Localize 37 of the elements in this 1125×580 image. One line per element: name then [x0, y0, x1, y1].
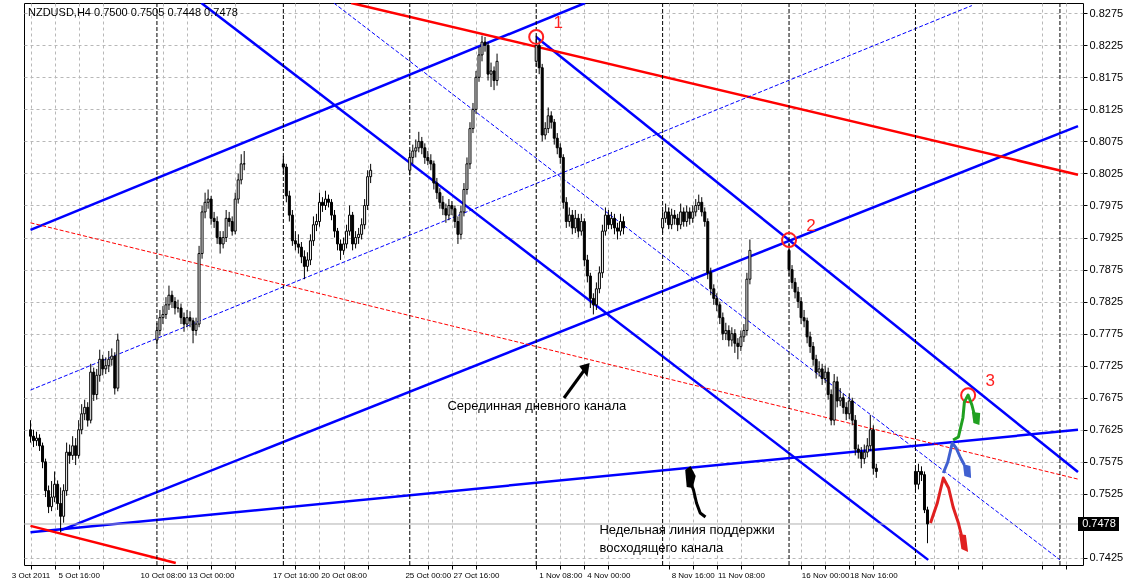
- x-tick-label: 27 Oct 16:00: [453, 570, 500, 580]
- x-tick-label: 13 Oct 00:00: [188, 570, 236, 580]
- y-tick-label: 0.7725: [1089, 359, 1124, 372]
- y-tick-label: 0.7825: [1089, 295, 1124, 308]
- y-tick-label: 0.7975: [1089, 199, 1124, 211]
- y-tick-label: 0.7675: [1089, 391, 1124, 404]
- y-tick-label: 0.7925: [1089, 231, 1124, 244]
- x-tick-label: 8 Nov 16:00: [671, 570, 716, 580]
- y-tick-label: 0.7875: [1089, 263, 1124, 276]
- x-tick-label: 25 Oct 00:00: [405, 570, 452, 580]
- y-tick-label: 0.8175: [1089, 70, 1124, 83]
- y-tick-label: 0.8125: [1089, 102, 1124, 115]
- annotation: Серединная дневного канала: [447, 397, 627, 415]
- x-tick-label: 3 Oct 2011: [11, 570, 51, 580]
- x-tick-label: 16 Nov 00:00: [801, 570, 850, 580]
- x-tick-label: 17 Oct 16:00: [272, 570, 320, 580]
- y-tick-label: 0.7575: [1089, 455, 1124, 468]
- y-tick-label: 0.8075: [1089, 134, 1124, 147]
- annotation: 2: [806, 216, 816, 236]
- ref-line-label: 0.7478: [1082, 516, 1116, 529]
- x-tick-label: 1 Nov 08:00: [539, 570, 583, 580]
- x-tick-label: 20 Oct 08:00: [321, 570, 368, 580]
- annotation: Недельная линия поддержки восходящего канала: [599, 521, 776, 557]
- y-tick-label: 0.7425: [1089, 551, 1124, 564]
- annotation: 1: [553, 12, 563, 32]
- y-tick-label: 0.7525: [1089, 487, 1124, 500]
- y-tick-label: 0.8275: [1089, 6, 1124, 19]
- annotation: 3: [985, 371, 995, 391]
- y-tick-label: 0.8025: [1089, 166, 1124, 179]
- y-tick-label: 0.8225: [1089, 38, 1124, 51]
- x-tick-label: 18 Nov 16:00: [850, 570, 899, 580]
- y-tick-label: 0.7775: [1089, 327, 1124, 340]
- y-tick-label: 0.7625: [1089, 423, 1124, 436]
- x-tick-label: 4 Nov 00:00: [587, 570, 632, 580]
- x-tick-label: 10 Oct 08:00: [140, 570, 187, 580]
- x-tick-label: 11 Nov 08:00: [717, 570, 766, 580]
- x-tick-label: 5 Oct 16:00: [58, 570, 101, 580]
